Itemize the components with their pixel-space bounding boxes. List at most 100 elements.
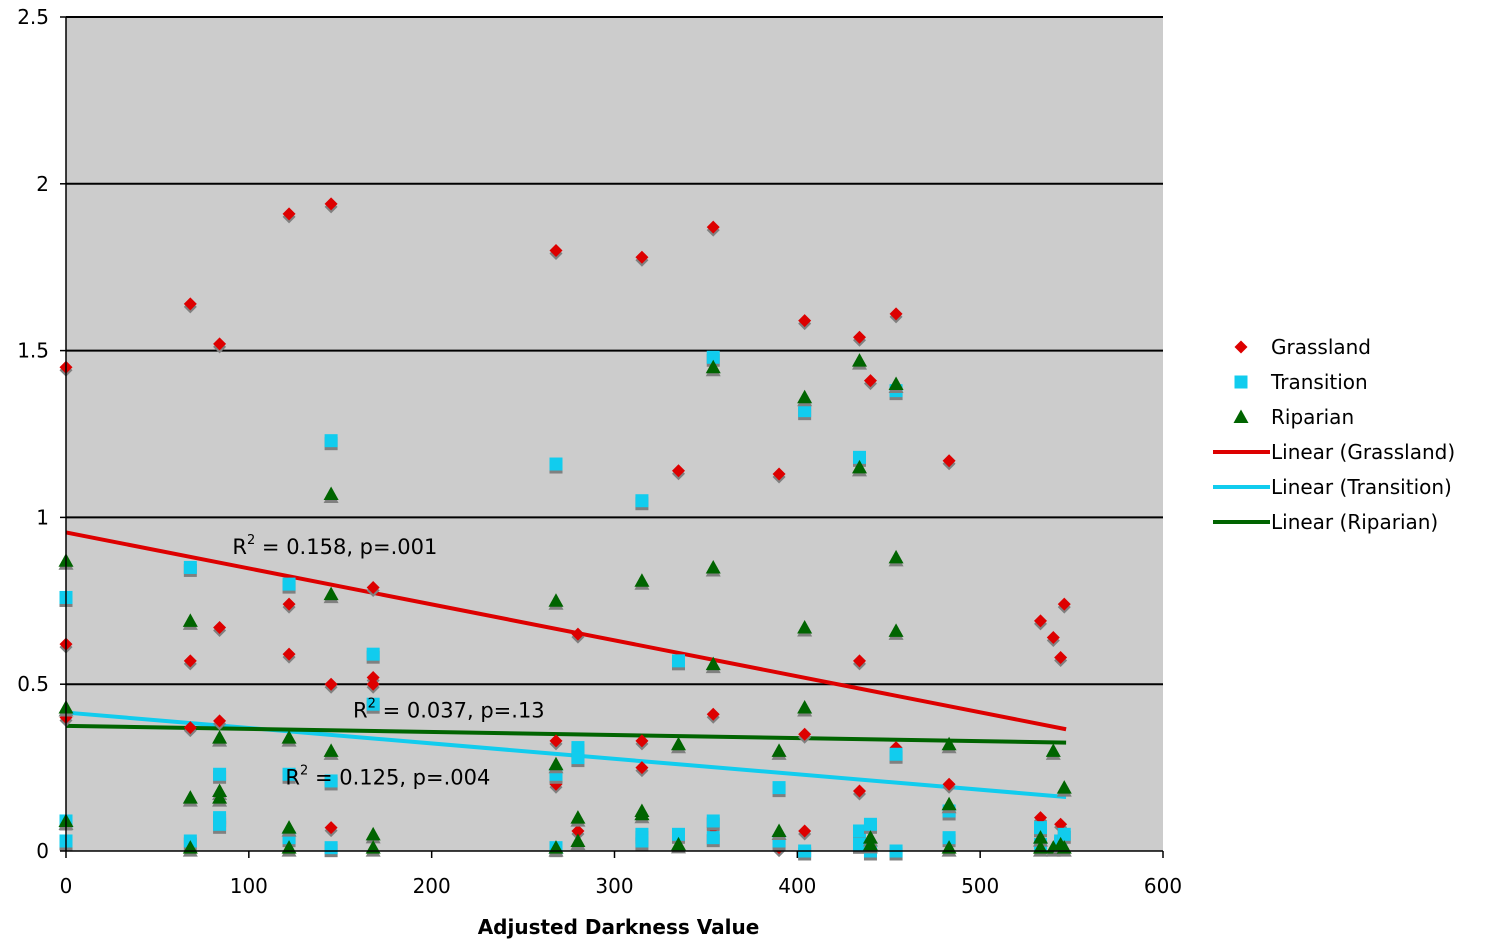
riparian-point [323,586,339,601]
transition-point [282,767,296,781]
transition-point [571,741,585,755]
grassland-point [1046,630,1060,644]
transition-point [366,697,380,711]
riparian-point [570,810,586,824]
r-squared-annotation: R2 = 0.037, p=.13 [353,697,545,723]
riparian-point [670,836,686,851]
x-tick-label: 300 [595,874,633,898]
grassland-point [366,580,380,594]
riparian-point [212,790,228,804]
legend-item-transition: Transition [1234,370,1368,394]
riparian-point [797,700,813,714]
riparian-point [570,833,586,847]
grassland-point [635,734,649,748]
grassland-point [571,627,585,641]
y-tick-label: 1.5 [17,339,49,363]
grassland-point [282,207,296,221]
transition-point [852,837,866,851]
transition-point [635,494,649,508]
transition-point [324,434,338,448]
trendline-linear-transition [65,710,1067,799]
grassland-point [635,761,649,775]
grassland-point [183,297,197,311]
legend-item-grassland: Grassland [1234,335,1371,359]
legend-item-trendline: Linear (Transition) [1213,475,1452,499]
grassland-point [706,220,720,234]
grassland-point [798,727,812,741]
transition-point [863,817,877,831]
riparian-point [705,359,721,374]
legend: Grassland Transition Riparian Linear (Grass… [1213,335,1455,534]
legend-item-trendline: Linear (Riparian) [1213,510,1438,534]
grassland-point [366,677,380,691]
transition-point [635,834,649,848]
riparian-point [182,790,198,804]
riparian-point [851,459,867,474]
grassland-point [1057,597,1071,611]
y-tick-label: 0.5 [17,672,49,696]
legend-marker [1234,375,1248,389]
legend-label: Linear (Riparian) [1271,510,1438,534]
x-tick-label: 100 [230,874,268,898]
x-axis-title: Adjusted Darkness Value [478,915,760,939]
grassland-point [213,714,227,728]
transition-point [671,654,685,668]
grassland-point [1054,651,1068,665]
grassland-point [1034,614,1048,628]
r-squared-annotation: R2 = 0.125, p=.004 [285,763,490,789]
x-tick-label: 600 [1144,874,1182,898]
grassland-point [635,250,649,264]
grassland-point [213,337,227,351]
riparian-point [365,826,381,841]
riparian-point [941,796,957,811]
transition-point [324,774,338,788]
transition-point [706,831,720,845]
grassland-point [183,721,197,735]
transition-point [706,350,720,364]
riparian-point [888,623,904,637]
grassland-point [183,654,197,668]
riparian-point [771,823,787,837]
transition-point [549,457,563,471]
riparian-point [705,559,721,574]
transition-point [852,824,866,838]
r-squared-annotation: R2 = 0.158, p=.001 [232,533,437,559]
riparian-point [1033,830,1049,844]
transition-point [942,831,956,845]
transition-point [183,560,197,574]
legend-item-trendline: Linear (Grassland) [1213,440,1455,464]
riparian-point [634,806,650,821]
transition-point [366,647,380,661]
grassland-point [889,307,903,321]
riparian-point [771,743,787,757]
riparian-point [888,376,904,390]
grassland-point [571,824,585,838]
grassland-point [852,784,866,798]
riparian-point [862,836,878,851]
gridlines [66,16,1163,686]
transition-point [671,827,685,841]
riparian-point [281,730,297,744]
trendlines [65,530,1067,799]
y-tick-label: 2 [36,172,49,196]
grassland-point [863,374,877,388]
riparian-point [548,756,564,771]
y-tick-label: 0 [36,839,49,863]
legend-label: Riparian [1271,405,1354,429]
y-tick-label: 1 [36,505,49,529]
x-tick-label: 0 [60,874,73,898]
transition-point [213,817,227,831]
grassland-point [282,647,296,661]
legend-label: Transition [1270,370,1368,394]
transition-point [213,767,227,781]
riparian-point [941,736,957,751]
annotations: R2 = 0.158, p=.001 R2 = 0.125, p=.004 R2 =… [232,533,544,789]
grassland-point [1034,811,1048,825]
series-grassland [59,197,1071,858]
riparian-point [1045,743,1061,757]
grassland-point [549,734,563,748]
grassland-point [798,824,812,838]
grassland-point [324,677,338,691]
transition-point [852,450,866,464]
